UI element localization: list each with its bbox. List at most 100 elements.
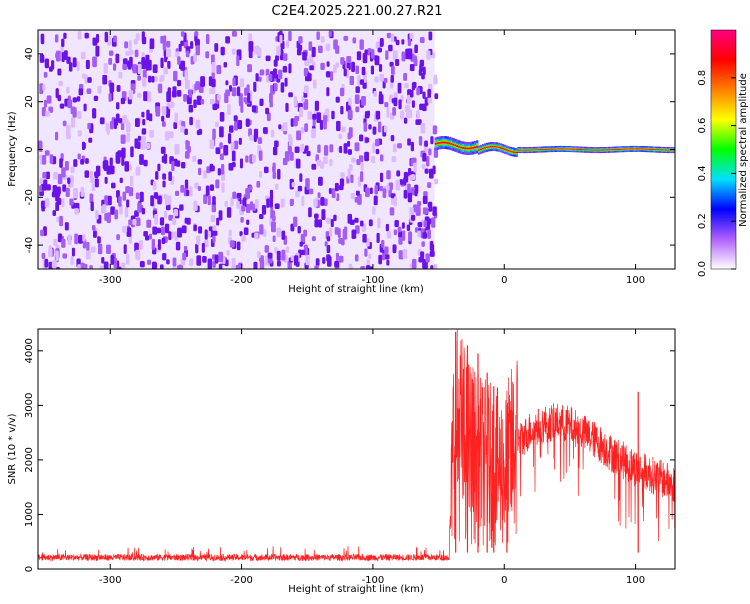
noise-cell: [129, 49, 134, 56]
noise-cell: [375, 138, 380, 147]
noise-cell: [390, 75, 394, 83]
noise-cell: [92, 108, 97, 119]
noise-cell: [125, 186, 131, 194]
noise-cell: [88, 137, 93, 143]
y-tick-label: -20: [24, 189, 35, 205]
noise-cell: [418, 135, 423, 146]
noise-cell: [325, 71, 331, 78]
noise-cell: [334, 182, 339, 192]
noise-cell: [422, 207, 428, 215]
y-tick-label: 1000: [24, 502, 35, 527]
noise-cell: [246, 219, 250, 226]
noise-cell: [209, 163, 214, 172]
noise-cell: [402, 249, 408, 259]
noise-cell: [424, 168, 429, 174]
noise-cell: [118, 118, 123, 124]
noise-cell: [212, 128, 216, 140]
noise-cell: [97, 85, 102, 94]
noise-cell: [99, 265, 105, 269]
noise-cell: [62, 253, 68, 259]
signal-cell: [448, 142, 451, 145]
noise-cell: [121, 262, 126, 269]
noise-cell: [262, 127, 268, 134]
signal-cell: [481, 147, 485, 150]
noise-cell: [163, 67, 169, 75]
noise-cell: [408, 231, 413, 242]
noise-cell: [258, 150, 263, 161]
y-tick-label: 20: [24, 95, 35, 108]
noise-cell: [290, 118, 294, 127]
noise-cell: [219, 111, 225, 122]
noise-cell: [141, 57, 146, 67]
noise-cell: [196, 235, 201, 245]
noise-cell: [166, 48, 171, 58]
noise-cell: [398, 237, 403, 245]
noise-cell: [386, 230, 392, 239]
noise-cell: [173, 121, 178, 129]
noise-cell: [341, 237, 345, 246]
noise-cell: [49, 154, 54, 164]
noise-cell: [86, 241, 90, 251]
noise-cell: [274, 203, 280, 210]
noise-cell: [362, 52, 368, 64]
noise-cell: [172, 257, 177, 267]
noise-cell: [164, 223, 170, 234]
noise-cell: [114, 209, 119, 220]
noise-cell: [145, 143, 151, 149]
noise-cell: [410, 187, 416, 196]
noise-cell: [80, 186, 85, 197]
noise-cell: [168, 214, 174, 221]
x-tick-label: -200: [230, 575, 253, 586]
noise-cell: [225, 80, 229, 86]
noise-cell: [378, 63, 383, 72]
noise-cell: [411, 258, 417, 269]
noise-cell: [188, 186, 193, 197]
noise-cell: [134, 49, 139, 58]
noise-cell: [236, 200, 240, 209]
noise-cell: [152, 181, 157, 191]
noise-cell: [288, 63, 292, 74]
noise-cell: [321, 209, 326, 221]
noise-cell: [370, 65, 375, 75]
noise-cell: [413, 55, 417, 66]
noise-cell: [430, 265, 434, 269]
noise-cell: [214, 254, 219, 264]
noise-cell: [375, 110, 381, 120]
noise-cell: [195, 243, 199, 254]
signal-cell: [673, 149, 675, 151]
noise-cell: [207, 195, 211, 206]
noise-cell: [128, 219, 133, 226]
noise-cell: [51, 260, 57, 269]
noise-cell: [84, 32, 89, 39]
noise-cell: [162, 180, 166, 188]
noise-cell: [95, 45, 100, 57]
noise-cell: [104, 31, 108, 43]
noise-cell: [328, 30, 332, 37]
noise-cell: [132, 64, 138, 74]
noise-cell: [405, 107, 411, 118]
noise-cell: [136, 141, 141, 149]
noise-cell: [95, 210, 99, 220]
noise-cell: [389, 61, 394, 67]
noise-cell: [275, 183, 279, 190]
noise-cell: [188, 104, 194, 113]
noise-cell: [368, 124, 372, 130]
noise-cell: [175, 241, 181, 251]
noise-cell: [256, 180, 261, 188]
noise-cell: [293, 96, 298, 107]
noise-cell: [411, 214, 416, 221]
noise-cell: [270, 129, 275, 138]
noise-cell: [386, 170, 391, 180]
noise-cell: [248, 33, 253, 42]
noise-cell: [221, 182, 225, 193]
noise-cell: [198, 128, 203, 135]
noise-cell: [78, 88, 84, 96]
noise-cell: [420, 251, 425, 260]
noise-cell: [137, 92, 142, 98]
noise-cell: [319, 119, 324, 130]
noise-cell: [300, 249, 305, 256]
noise-cell: [355, 65, 360, 75]
noise-cell: [148, 113, 153, 122]
noise-cell: [93, 95, 99, 102]
noise-cell: [377, 217, 381, 229]
